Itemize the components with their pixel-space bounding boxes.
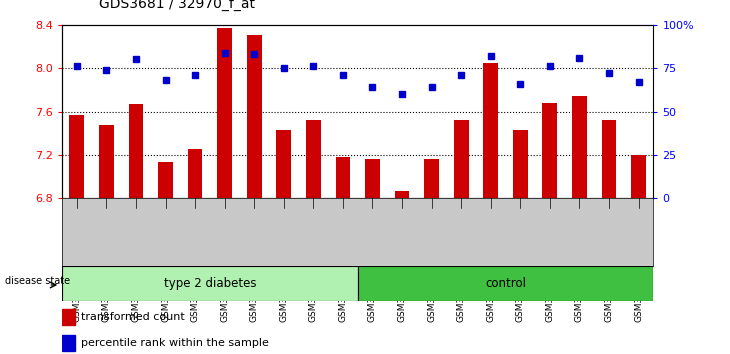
Bar — [602, 120, 616, 198]
Bar — [483, 63, 498, 198]
Bar — [218, 28, 232, 198]
Bar — [99, 125, 114, 198]
Bar — [62, 336, 75, 351]
Bar — [542, 103, 557, 198]
Bar — [69, 115, 84, 198]
Bar — [424, 159, 439, 198]
Text: percentile rank within the sample: percentile rank within the sample — [81, 338, 269, 348]
Bar — [336, 157, 350, 198]
Bar — [572, 96, 587, 198]
Text: control: control — [485, 277, 526, 290]
Text: disease state: disease state — [5, 276, 70, 286]
Text: type 2 diabetes: type 2 diabetes — [164, 277, 256, 290]
Bar — [365, 159, 380, 198]
Bar — [306, 120, 320, 198]
Bar — [62, 309, 75, 325]
Text: GDS3681 / 32970_f_at: GDS3681 / 32970_f_at — [99, 0, 255, 11]
Bar — [513, 130, 528, 198]
Bar — [358, 266, 653, 301]
Bar — [395, 191, 410, 198]
Bar — [188, 149, 202, 198]
Bar — [454, 120, 469, 198]
Text: transformed count: transformed count — [81, 312, 185, 322]
Bar — [247, 35, 261, 198]
Bar — [62, 266, 358, 301]
Bar — [158, 162, 173, 198]
Bar — [128, 104, 143, 198]
Bar — [631, 155, 646, 198]
Bar — [277, 130, 291, 198]
